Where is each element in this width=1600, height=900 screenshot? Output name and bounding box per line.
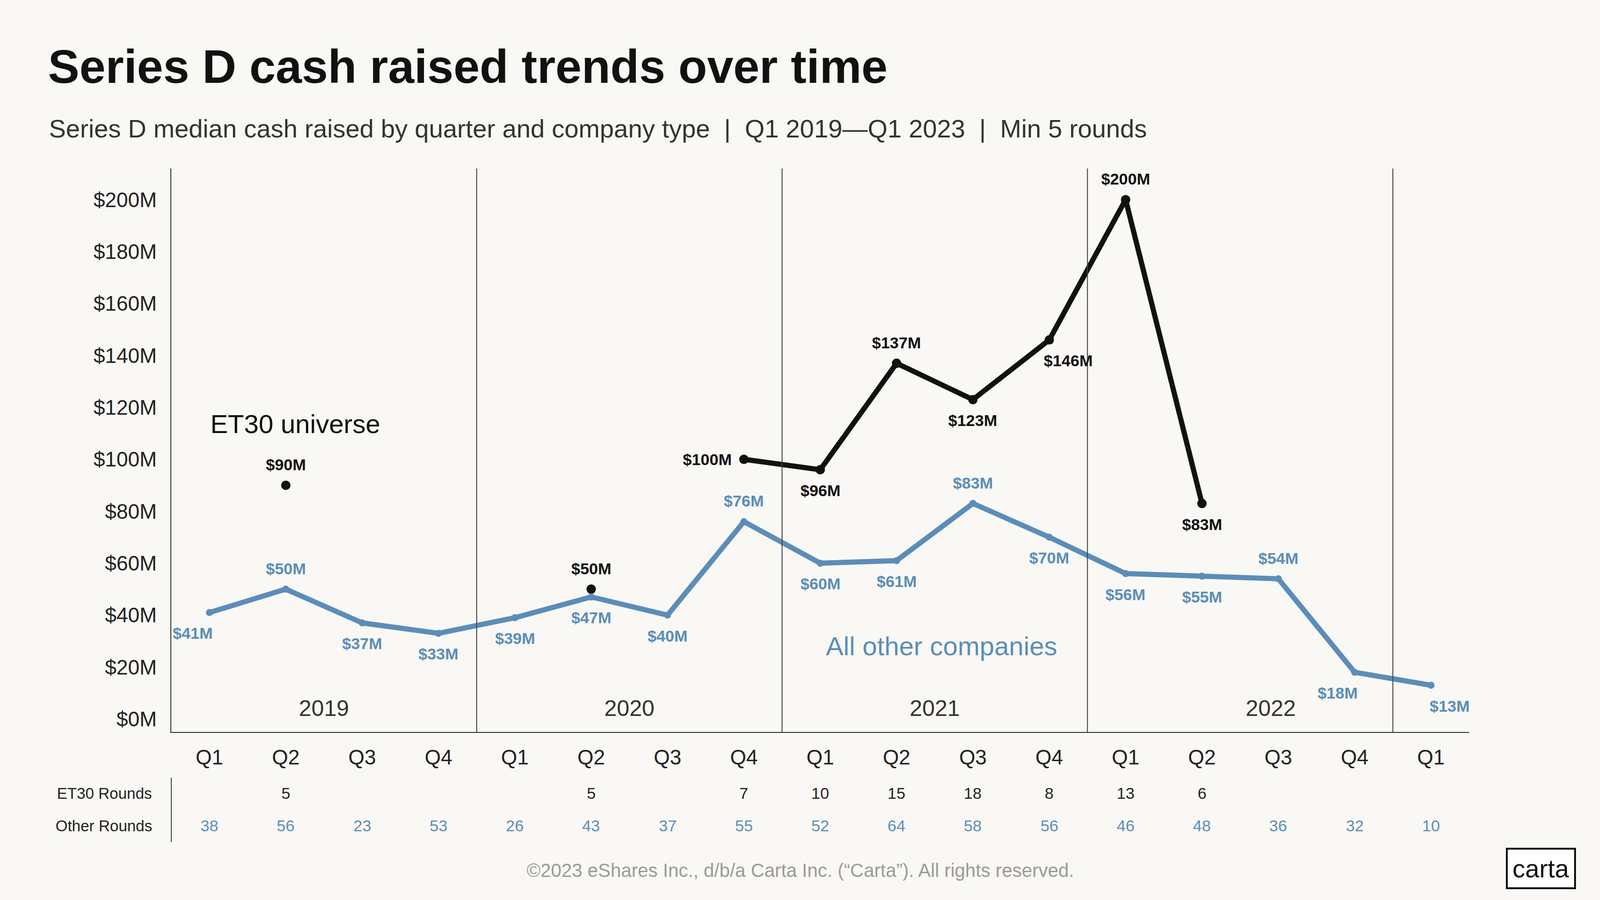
svg-text:$160M: $160M — [93, 291, 158, 315]
svg-text:$60M: $60M — [104, 551, 157, 575]
svg-text:2019: 2019 — [298, 695, 350, 721]
svg-text:$0M: $0M — [116, 707, 158, 731]
svg-text:2022: 2022 — [1245, 695, 1296, 721]
svg-text:56: 56 — [1040, 816, 1059, 835]
svg-text:Q2: Q2 — [1188, 745, 1216, 769]
svg-text:Q1: Q1 — [195, 745, 224, 769]
svg-text:Q4: Q4 — [424, 745, 453, 769]
svg-text:$60M: $60M — [800, 574, 841, 593]
svg-text:$20M: $20M — [104, 655, 157, 679]
svg-text:13: 13 — [1116, 784, 1135, 802]
svg-text:$37M: $37M — [342, 634, 383, 653]
svg-text:$55M: $55M — [1182, 587, 1223, 606]
svg-text:$137M: $137M — [872, 333, 921, 352]
svg-text:$200M: $200M — [93, 188, 158, 212]
svg-text:$40M: $40M — [647, 626, 688, 645]
svg-text:6: 6 — [1197, 784, 1207, 802]
svg-text:$180M: $180M — [93, 240, 158, 264]
svg-text:43: 43 — [582, 816, 600, 835]
svg-text:$83M: $83M — [952, 473, 993, 492]
svg-text:37: 37 — [658, 816, 677, 835]
svg-text:Q2: Q2 — [272, 745, 300, 769]
svg-text:ET30 universe: ET30 universe — [210, 408, 381, 439]
svg-text:Q3: Q3 — [1264, 745, 1293, 769]
svg-text:Q2: Q2 — [577, 745, 606, 769]
svg-text:5: 5 — [586, 784, 596, 802]
svg-text:Q4: Q4 — [729, 745, 758, 769]
svg-text:Q4: Q4 — [1340, 745, 1369, 769]
svg-text:56: 56 — [276, 816, 295, 835]
svg-text:53: 53 — [429, 816, 448, 835]
svg-text:Q1: Q1 — [806, 745, 835, 769]
svg-text:Q1: Q1 — [501, 745, 529, 769]
svg-text:$47M: $47M — [571, 608, 612, 627]
svg-text:©2023 eShares Inc., d/b/a Cart: ©2023 eShares Inc., d/b/a Carta Inc. (“C… — [526, 859, 1074, 881]
svg-text:$90M: $90M — [265, 455, 306, 474]
svg-text:$140M: $140M — [93, 344, 158, 368]
svg-text:10: 10 — [811, 784, 830, 802]
svg-text:Q1: Q1 — [1112, 745, 1140, 769]
svg-text:10: 10 — [1422, 816, 1440, 835]
svg-text:$33M: $33M — [418, 644, 459, 663]
svg-text:32: 32 — [1345, 816, 1364, 835]
svg-text:$83M: $83M — [1182, 515, 1223, 534]
svg-text:5: 5 — [281, 784, 291, 802]
svg-text:52: 52 — [811, 816, 830, 835]
svg-text:Series D cash raised trends ov: Series D cash raised trends over time — [48, 40, 888, 93]
svg-text:$50M: $50M — [571, 559, 612, 578]
svg-text:38: 38 — [200, 816, 219, 835]
svg-text:7: 7 — [739, 784, 749, 802]
svg-text:Q3: Q3 — [959, 745, 987, 769]
svg-text:ET30 Rounds: ET30 Rounds — [56, 784, 152, 802]
svg-text:26: 26 — [505, 816, 524, 835]
svg-text:$18M: $18M — [1317, 683, 1358, 702]
svg-text:Q1: Q1 — [1417, 745, 1446, 769]
svg-text:58: 58 — [963, 816, 982, 835]
svg-text:15: 15 — [887, 784, 906, 802]
svg-text:Q4: Q4 — [1035, 745, 1064, 769]
svg-text:2021: 2021 — [909, 695, 960, 721]
svg-text:carta: carta — [1512, 854, 1570, 883]
svg-text:All other companies: All other companies — [825, 631, 1058, 661]
svg-text:$96M: $96M — [800, 481, 841, 500]
svg-text:Q2: Q2 — [882, 745, 911, 769]
svg-text:48: 48 — [1192, 816, 1211, 835]
svg-text:Series D median cash raised by: Series D median cash raised by quarter a… — [48, 114, 1147, 143]
svg-text:$70M: $70M — [1029, 548, 1070, 567]
svg-text:$123M: $123M — [948, 411, 998, 430]
svg-text:23: 23 — [353, 816, 372, 835]
svg-text:$100M: $100M — [93, 447, 158, 471]
svg-text:$120M: $120M — [93, 395, 158, 419]
svg-text:Other Rounds: Other Rounds — [55, 816, 152, 835]
svg-text:2020: 2020 — [604, 695, 655, 721]
svg-text:64: 64 — [887, 816, 906, 835]
svg-text:$50M: $50M — [265, 559, 306, 578]
svg-text:$54M: $54M — [1258, 549, 1299, 568]
svg-text:$61M: $61M — [876, 572, 917, 591]
svg-text:46: 46 — [1116, 816, 1135, 835]
svg-text:$40M: $40M — [104, 603, 157, 627]
svg-text:Q3: Q3 — [653, 745, 682, 769]
svg-text:55: 55 — [735, 816, 753, 835]
svg-text:Q3: Q3 — [348, 745, 376, 769]
svg-text:$200M: $200M — [1101, 169, 1151, 188]
svg-text:$80M: $80M — [104, 499, 157, 523]
svg-text:18: 18 — [963, 784, 982, 802]
svg-text:$146M: $146M — [1043, 351, 1093, 370]
svg-text:$41M: $41M — [172, 624, 213, 642]
svg-text:$100M: $100M — [682, 450, 732, 469]
svg-text:$76M: $76M — [723, 491, 764, 510]
svg-text:$56M: $56M — [1105, 585, 1146, 604]
svg-text:$13M: $13M — [1429, 696, 1470, 715]
svg-text:36: 36 — [1269, 816, 1288, 835]
svg-text:8: 8 — [1044, 784, 1054, 802]
svg-text:$39M: $39M — [495, 629, 536, 648]
